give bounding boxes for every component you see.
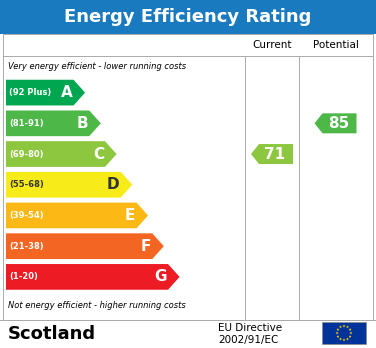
Polygon shape	[6, 264, 180, 290]
FancyBboxPatch shape	[3, 34, 373, 320]
Text: 2002/91/EC: 2002/91/EC	[218, 335, 278, 345]
FancyBboxPatch shape	[322, 322, 366, 344]
Text: (1-20): (1-20)	[9, 272, 38, 282]
Polygon shape	[6, 233, 164, 259]
Text: (69-80): (69-80)	[9, 150, 44, 159]
Polygon shape	[339, 338, 342, 340]
Text: B: B	[77, 116, 88, 131]
Polygon shape	[337, 328, 340, 331]
Polygon shape	[6, 80, 85, 105]
Text: Very energy efficient - lower running costs: Very energy efficient - lower running co…	[8, 62, 186, 71]
Text: Not energy efficient - higher running costs: Not energy efficient - higher running co…	[8, 301, 186, 310]
Text: G: G	[155, 269, 167, 284]
Polygon shape	[346, 325, 349, 328]
Text: C: C	[93, 147, 104, 161]
Polygon shape	[339, 325, 342, 328]
Text: 85: 85	[328, 116, 349, 131]
Text: F: F	[141, 239, 151, 254]
Text: EU Directive: EU Directive	[218, 323, 282, 333]
Polygon shape	[349, 328, 352, 331]
Text: (92 Plus): (92 Plus)	[9, 88, 51, 97]
Polygon shape	[343, 324, 346, 327]
Text: Current: Current	[252, 40, 292, 50]
Polygon shape	[6, 141, 117, 167]
Polygon shape	[6, 110, 101, 136]
Text: Energy Efficiency Rating: Energy Efficiency Rating	[64, 8, 312, 26]
Text: (55-68): (55-68)	[9, 180, 44, 189]
Polygon shape	[349, 331, 353, 334]
Text: D: D	[107, 177, 120, 192]
Polygon shape	[251, 144, 293, 164]
Text: (81-91): (81-91)	[9, 119, 44, 128]
Text: A: A	[61, 85, 73, 100]
Polygon shape	[346, 338, 349, 340]
Polygon shape	[349, 335, 352, 338]
Text: Potential: Potential	[312, 40, 358, 50]
Text: Scotland: Scotland	[8, 325, 96, 343]
Polygon shape	[343, 338, 346, 341]
Polygon shape	[314, 113, 356, 133]
Polygon shape	[6, 172, 132, 198]
Polygon shape	[6, 203, 148, 228]
Text: (39-54): (39-54)	[9, 211, 44, 220]
Text: 71: 71	[264, 147, 285, 161]
Text: E: E	[125, 208, 135, 223]
Polygon shape	[335, 331, 338, 334]
Polygon shape	[337, 335, 340, 338]
FancyBboxPatch shape	[0, 0, 376, 34]
Text: (21-38): (21-38)	[9, 242, 44, 251]
